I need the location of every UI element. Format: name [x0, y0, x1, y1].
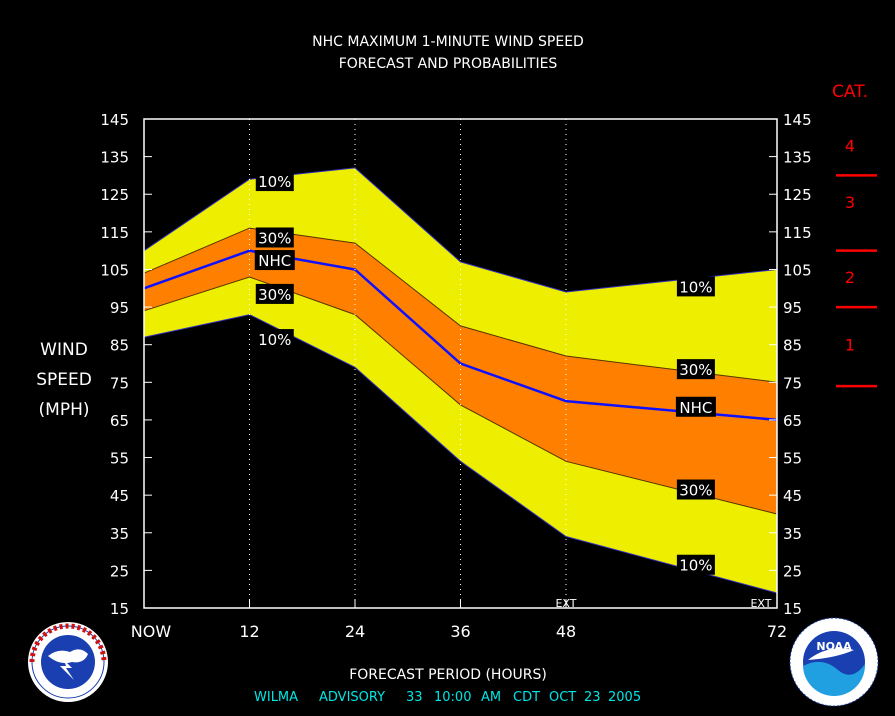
y-tick-label-right: 125 [783, 186, 812, 204]
x-tick-label: 36 [450, 622, 470, 641]
y-tick-label-left: 35 [110, 525, 129, 543]
series-label-10pct: 10% [258, 173, 291, 191]
saffir-simpson-category-scale: 4 3 2 1 [836, 136, 877, 388]
series-label-box [675, 396, 716, 417]
national-weather-service-logo [28, 622, 108, 702]
series-label-box [676, 276, 715, 297]
y-tick-label-left: 115 [100, 224, 129, 242]
advisory-label: ADVISORY [319, 690, 385, 705]
series-label-box [255, 283, 294, 304]
series-label-box [255, 329, 294, 350]
y-tick-label-right: 85 [783, 337, 802, 355]
series-line-10-upper [143, 167, 778, 293]
advisory-number: 33 [406, 690, 423, 705]
probability-bands [143, 167, 778, 594]
chart-title-line-2: FORECAST AND PROBABILITIES [339, 56, 558, 72]
y-tick-label-left: 55 [110, 450, 129, 468]
storm-name: WILMA [254, 690, 298, 705]
y-tick-label-right: 75 [783, 374, 802, 392]
series-label-10pct: 10% [679, 557, 712, 575]
y-tick-label-left: 25 [110, 562, 129, 580]
series-label-box [676, 359, 715, 380]
y-axis-label-line-1: WIND [40, 340, 88, 360]
y-tick-label-right: 95 [783, 299, 802, 317]
y-axis-label-line-3: (MPH) [39, 400, 90, 420]
advisory-ampm: AM [481, 690, 501, 705]
x-tick-label: NOW [131, 622, 172, 641]
y-tick-label-right: 55 [783, 450, 802, 468]
category-label-4: 4 [845, 136, 855, 155]
series-label-30pct: 30% [258, 286, 291, 304]
series-label-box [255, 171, 294, 192]
x-tick-label: 12 [239, 622, 259, 641]
noaa-logo: NOAA [789, 617, 879, 707]
category-scale-title: CAT. [832, 82, 868, 102]
x-tick-label: 72 [767, 622, 787, 641]
category-label-3: 3 [845, 193, 855, 212]
y-tick-label-left: 105 [100, 261, 129, 279]
category-label-1: 1 [845, 336, 855, 355]
series-label-box [676, 554, 715, 575]
advisory-line: WILMA ADVISORY 33 10:00 AM CDT OCT 23 20… [254, 690, 641, 705]
series-line-10-lower [143, 314, 778, 594]
chart-title-line-1: NHC MAXIMUM 1-MINUTE WIND SPEED [312, 34, 584, 50]
y-axis-label-line-2: SPEED [36, 370, 92, 390]
y-tick-label-left: 75 [110, 374, 129, 392]
y-tick-label-left: 65 [110, 412, 129, 430]
x-tick-label: 48 [556, 622, 576, 641]
series-line-nhc-forecast [143, 249, 778, 422]
y-tick-label-right: 35 [783, 525, 802, 543]
series-line-30-upper [143, 227, 778, 383]
advisory-month: OCT [549, 690, 576, 705]
y-tick-label-left: 45 [110, 487, 129, 505]
series-label-box [254, 250, 295, 271]
x-axis-label: FORECAST PERIOD (HOURS) [349, 667, 547, 683]
y-tick-label-left: 135 [100, 149, 129, 167]
advisory-year: 2005 [608, 690, 641, 705]
y-tick-label-left: 95 [110, 299, 129, 317]
y-tick-label-left: 145 [100, 111, 129, 129]
ext-marker-label: EXT [555, 597, 576, 610]
noaa-wordmark: NOAA [816, 640, 852, 653]
y-tick-label-left: 85 [110, 337, 129, 355]
series-label-box [676, 479, 715, 500]
y-tick-label-right: 105 [783, 261, 812, 279]
category-label-2: 2 [845, 268, 855, 287]
series-label-10pct: 10% [258, 331, 291, 349]
series-label-30pct: 30% [679, 482, 712, 500]
y-tick-label-right: 65 [783, 412, 802, 430]
series-label-10pct: 10% [679, 278, 712, 296]
series-label-nhc: NHC [258, 252, 291, 270]
x-tick-label: 24 [345, 622, 365, 641]
series-line-30-lower [143, 276, 778, 515]
y-tick-label-right: 135 [783, 149, 812, 167]
series-label-box [255, 227, 294, 248]
y-tick-label-right: 45 [783, 487, 802, 505]
y-tick-label-right: 25 [783, 562, 802, 580]
series-label-30pct: 30% [258, 229, 291, 247]
y-tick-label-right: 145 [783, 111, 812, 129]
series-label-nhc: NHC [679, 399, 712, 417]
ext-marker-label: EXT [750, 597, 771, 610]
series-label-30pct: 30% [679, 361, 712, 379]
series-labels: 10% 30% NHC 30% 10% 10% 30% NHC 30% 10% [254, 171, 716, 575]
advisory-day: 23 [584, 690, 601, 705]
advisory-time: 10:00 [434, 690, 471, 705]
band-30-percent [144, 228, 777, 514]
y-tick-label-right: 115 [783, 224, 812, 242]
advisory-timezone: CDT [513, 690, 540, 705]
y-tick-label-left: 125 [100, 186, 129, 204]
y-tick-label-right: 15 [783, 600, 802, 618]
y-tick-label-left: 15 [110, 600, 129, 618]
axis-ticks: 15 15 25 25 35 35 45 45 55 55 65 65 75 75 85 85 95 95 105 1… [100, 111, 811, 641]
